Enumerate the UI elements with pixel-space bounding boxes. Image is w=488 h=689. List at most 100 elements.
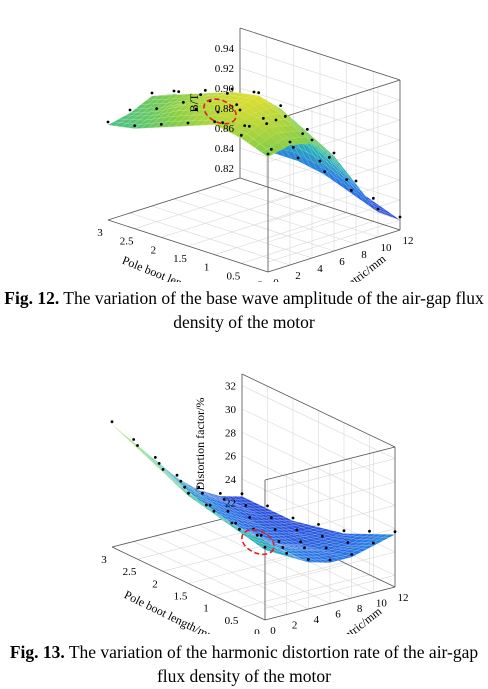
surface-patch [139, 448, 152, 459]
data-point [204, 503, 208, 507]
z-axis-title: B/T [187, 93, 201, 112]
surface-patch [247, 138, 261, 148]
z-tick-label: 0.84 [215, 143, 235, 155]
data-point [273, 528, 277, 531]
surface-patch [194, 120, 208, 126]
surface-patch [170, 105, 184, 113]
surface-patch [141, 103, 155, 109]
x-tick-label: 3 [101, 554, 107, 566]
data-point [161, 467, 165, 471]
surface-patch [241, 133, 254, 144]
grid-line [239, 67, 401, 121]
data-point [296, 156, 300, 160]
surface-patch [197, 495, 210, 503]
data-point [266, 504, 269, 508]
surface-patch [251, 524, 264, 529]
grid-line [187, 203, 321, 247]
y-tick-label: 4 [314, 614, 320, 626]
data-point [136, 444, 139, 447]
surface-mesh [107, 91, 401, 221]
data-point [269, 147, 273, 151]
surface-patch [153, 117, 167, 124]
surface-patch [225, 111, 239, 120]
figure-12-caption-text: The variation of the base wave amplitude… [59, 288, 484, 332]
z-tick-label: 24 [225, 474, 237, 486]
surface-mesh [111, 424, 396, 563]
surface-patch [290, 553, 303, 560]
grid-line [213, 562, 345, 596]
z-tick-label: 26 [225, 451, 237, 463]
surface-patch [151, 113, 166, 120]
box-edge [239, 177, 401, 231]
figure-12-label: Fig. 12. [4, 288, 60, 308]
grid-line [241, 221, 374, 264]
surface-patch [210, 104, 224, 111]
data-point [342, 529, 346, 533]
surface-patch [253, 513, 266, 518]
data-point [175, 473, 179, 477]
data-point [291, 145, 295, 149]
surface-patch [167, 120, 181, 128]
highlight-ellipse [241, 528, 275, 556]
surface-patch [232, 92, 246, 97]
surface-patch [207, 95, 220, 99]
grid-line [239, 147, 401, 201]
data-point [216, 110, 220, 114]
data-point [295, 528, 299, 532]
surface-patch [151, 109, 164, 117]
surface-patch [239, 531, 252, 539]
surface-patch [174, 482, 187, 492]
data-point [279, 104, 283, 108]
z-tick-label: 0.90 [215, 83, 235, 95]
grid-line [239, 47, 401, 101]
y-tick-label: 4 [317, 263, 323, 275]
surface-patch [144, 111, 158, 117]
surface-patch [160, 121, 174, 128]
surface-patch [235, 100, 249, 105]
z-tick-label: 0.88 [215, 103, 235, 115]
z-tick-label: 28 [225, 427, 237, 439]
plot-box [106, 27, 402, 273]
surface-patch [239, 93, 253, 98]
data-point [368, 529, 371, 533]
data-point [153, 455, 157, 459]
surface-patch [213, 115, 227, 121]
data-point [240, 492, 244, 496]
x-tick-label: 2.5 [123, 566, 137, 578]
data-point [194, 107, 198, 111]
data-point [218, 491, 222, 495]
surface-patch [179, 115, 193, 122]
box-edge [111, 546, 266, 621]
data-point [310, 138, 314, 142]
surface-patch [258, 545, 271, 552]
surface-plot-b-amplitude: 3 2.5 2 1.5 1 0.5 0 0 2 4 6 8 10 12 0.82 0.84 0.86 0.88 0.… [97, 27, 414, 282]
surface-patch [206, 115, 220, 121]
z-tick-label: 22 [225, 497, 236, 509]
z-tick-label: 32 [225, 381, 236, 393]
data-point [263, 545, 267, 549]
surface-patch [240, 97, 254, 102]
z-tick-label: 30 [225, 404, 237, 416]
box-edge [267, 229, 401, 273]
x-tick-label: 0.5 [225, 615, 239, 627]
surface-patch [174, 97, 187, 103]
surface-patch [136, 107, 150, 113]
data-point [212, 509, 216, 513]
figure-13-label: Fig. 13. [9, 642, 65, 662]
surface-patch [158, 111, 172, 119]
x-tick-label: 0 [254, 627, 260, 634]
surface-patch [137, 448, 150, 459]
grid-line [239, 574, 370, 609]
data-point [213, 120, 217, 124]
surface-patch [152, 95, 166, 101]
surface-patch [124, 112, 137, 117]
surface-patch [228, 99, 242, 104]
y-tick-label: 10 [376, 598, 388, 610]
box-edge [264, 586, 396, 621]
data-point [274, 118, 278, 122]
grid-line [241, 455, 396, 529]
data-point [177, 90, 181, 94]
y-tick-label: 2 [292, 620, 298, 632]
grid-line [264, 551, 396, 586]
